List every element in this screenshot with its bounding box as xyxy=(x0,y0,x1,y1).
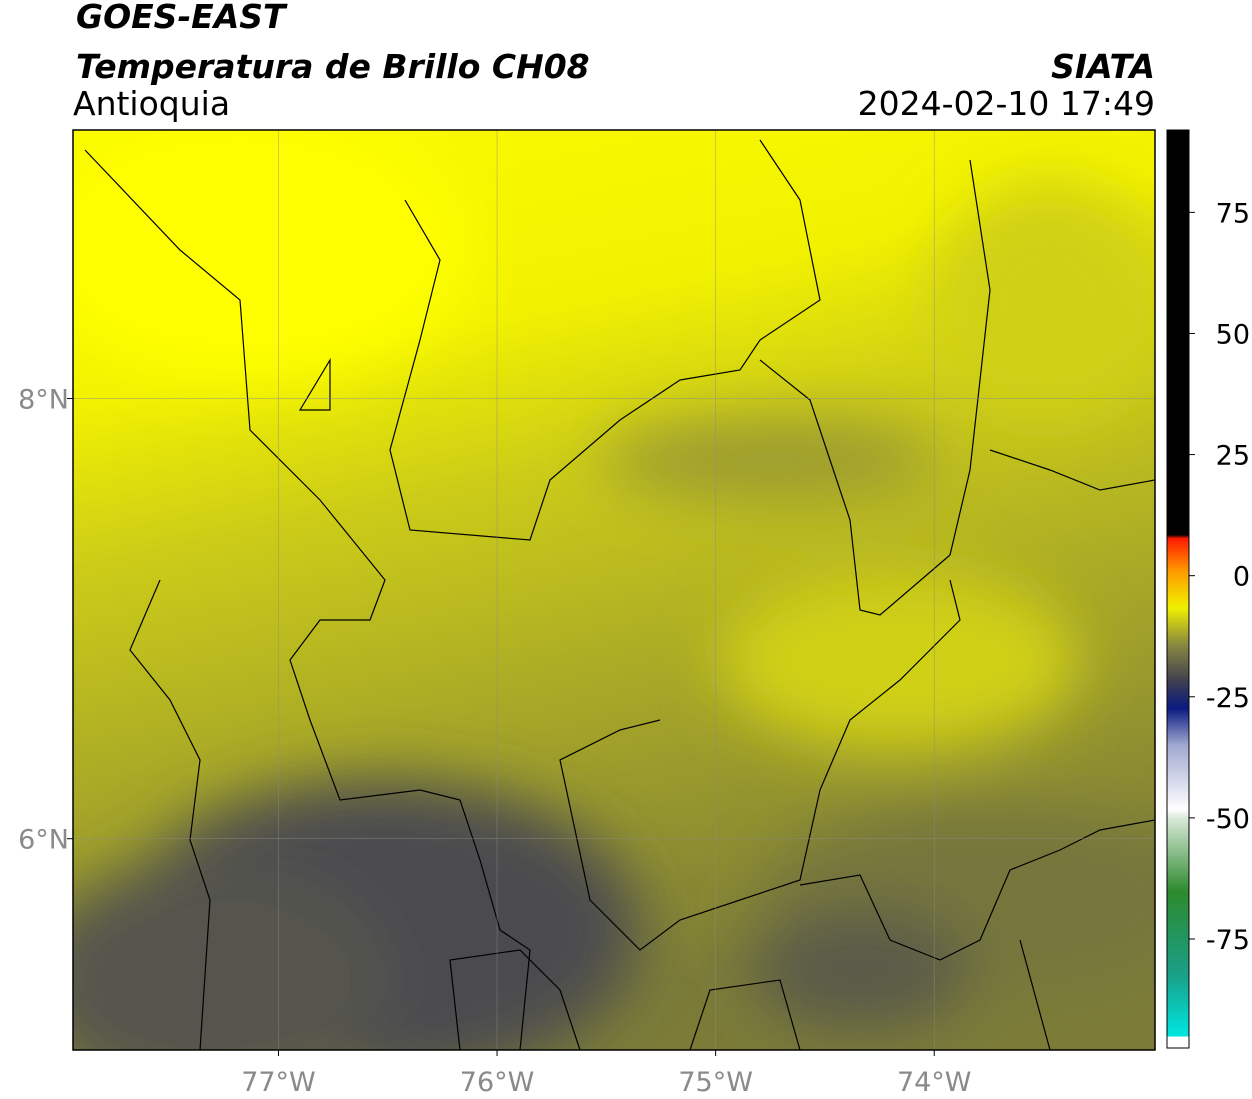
map-frame xyxy=(72,129,1156,1051)
x-tick-label: 75°W xyxy=(678,1067,753,1098)
colorbar-tick-label: -75 xyxy=(1206,925,1250,956)
colorbar-tick-label: 0 xyxy=(1233,562,1250,593)
y-tick-label: 8°N xyxy=(18,385,69,416)
map-image xyxy=(73,130,1155,1050)
source-label: SIATA xyxy=(1051,47,1155,86)
satellite-title: GOES-EAST xyxy=(76,0,288,36)
x-tick-label: 76°W xyxy=(460,1067,535,1098)
colorbar-tick-label: -25 xyxy=(1206,683,1250,714)
colorbar-tick-label: 25 xyxy=(1216,441,1250,472)
region-label: Antioquia xyxy=(73,84,230,123)
product-title: Temperatura de Brillo CH08 xyxy=(76,47,590,86)
y-tick-label: 6°N xyxy=(18,825,69,856)
colorbar xyxy=(1166,129,1190,1049)
x-tick-label: 77°W xyxy=(241,1067,316,1098)
colorbar-tick-label: 50 xyxy=(1216,319,1250,350)
graticule xyxy=(73,130,1155,1050)
x-tick-label: 74°W xyxy=(897,1067,972,1098)
colorbar-tick-label: -50 xyxy=(1206,804,1250,835)
datetime-label: 2024-02-10 17:49 xyxy=(858,84,1155,123)
colorbar-tick-label: 75 xyxy=(1216,198,1250,229)
